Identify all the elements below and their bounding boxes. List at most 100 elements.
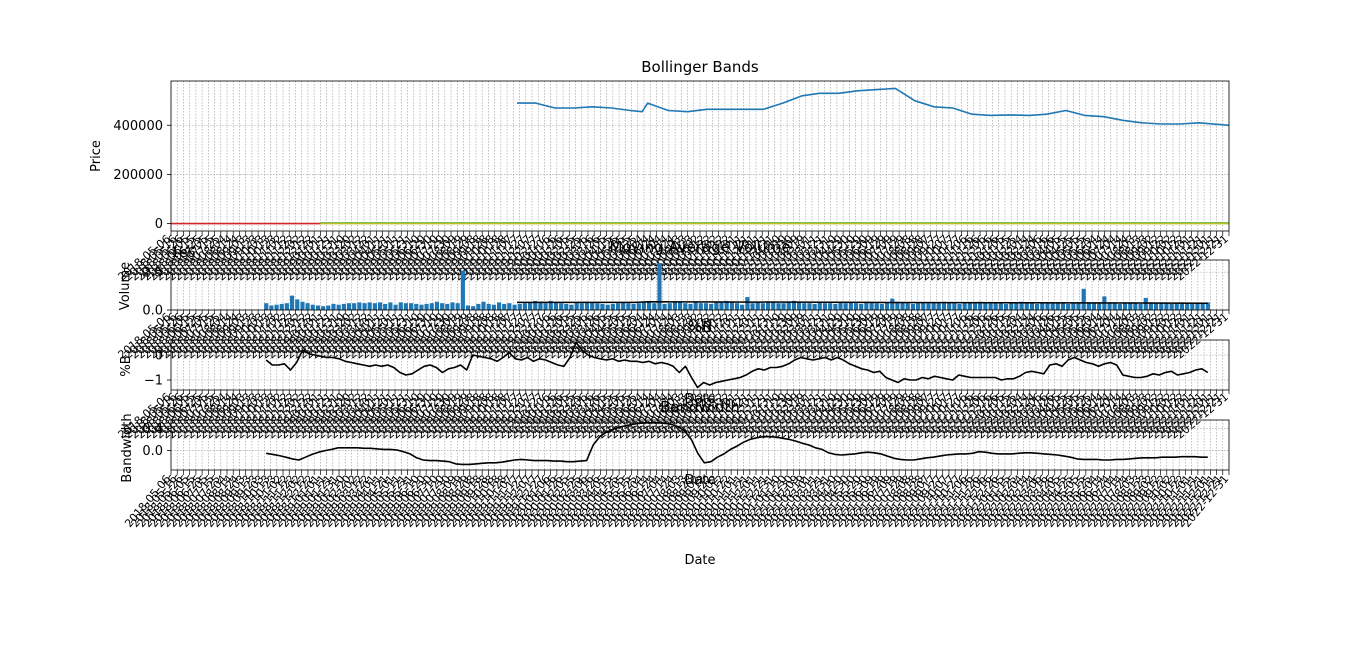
volume-bar [1060,302,1066,310]
volume-bar [703,303,709,310]
volume-bar [502,303,507,310]
volume-bar [388,302,393,310]
y-tick-label: 400000 [113,119,163,134]
volume-bar [1190,303,1195,310]
volume-bar [1133,303,1138,310]
volume-bar [905,303,910,310]
volume-bar [507,303,512,310]
volume-bar [735,303,740,310]
volume-bar [579,303,584,310]
bandwidth-yticks: 0.40.0 [142,422,171,459]
volume-bar [434,301,440,310]
bollinger-marks [171,87,1229,225]
volume-bar [1123,303,1128,310]
y-tick-label: 0 [155,349,163,364]
volume-bar [372,303,377,310]
volume-bar [471,306,476,310]
volume-bar [610,303,615,310]
volume-bar [1045,302,1050,310]
volume-bar [1179,302,1185,310]
volume-bar [315,305,321,310]
volume-bar [440,303,445,310]
figure-xlabel: Date [684,553,715,568]
volume-bar [455,303,460,310]
volume-bar [941,301,947,310]
volume-bar [357,302,362,310]
volume-bar [729,302,734,310]
volume-bar [900,302,905,310]
volume-xticks: 2018-05-062018-05-162018-05-262018-06-05… [116,310,1231,361]
volume-bar [1019,301,1024,310]
volume-bar [1117,303,1122,310]
volume-bar [331,303,336,310]
percent-b-yticks: 0 −1 [144,349,171,389]
volume-bar [626,303,631,310]
volume-bar [584,301,590,310]
volume-bar [1159,302,1164,310]
volume-bar [662,303,667,310]
volume-bar [890,298,895,310]
volume-bar [766,301,771,310]
bollinger-grid [170,81,1230,231]
bollinger-ylabel: Price [89,140,104,172]
volume-bar [931,302,936,310]
volume-bar [528,302,533,310]
volume-bar [1154,303,1159,310]
bollinger-xticks: 2018-05-062018-05-162018-05-262018-06-05… [116,231,1231,283]
volume-bar [564,303,569,310]
volume-bar [450,302,455,310]
volume-bar [807,303,812,310]
volume-bar [864,301,869,310]
volume-bar [843,303,848,310]
bandwidth-title: Bandwidth [660,398,740,416]
volume-bar [533,300,538,310]
volume-bar [910,303,916,310]
volume-bar [621,302,626,310]
volume-bar [517,303,522,310]
volume-bar [1138,303,1143,310]
volume-bar [569,304,574,310]
volume-bar [952,303,957,310]
y-tick-label: −1 [144,374,163,389]
volume-ylabel: Volume [118,262,133,310]
volume-bar [362,303,367,310]
volume-bar [993,302,998,310]
volume-bar [367,302,372,310]
volume-bar [1050,303,1055,310]
volume-bar [543,303,548,310]
volume-bar [926,303,931,310]
bandwidth-grid [170,420,1230,470]
percent-b-ylabel: %B [119,355,134,376]
volume-bar [833,303,838,310]
volume-bar [802,303,807,310]
volume-bar [383,303,388,310]
bollinger-yticks: 0 200000 400000 [113,119,171,232]
volume-bar [786,302,791,310]
volume-bar [698,303,703,310]
volume-bar [1081,288,1086,310]
volume-bar [352,303,357,310]
volume-bar [346,303,352,310]
bandwidth-marks [266,421,1208,466]
volume-bar [854,303,859,310]
bandwidth-xlabel: Date [684,473,715,488]
volume-bar [574,302,579,310]
volume-bar [869,302,874,310]
volume-bar [445,303,450,310]
y-tick-label: 2.5 [142,266,163,281]
volume-bar [693,302,698,310]
volume-bar [672,301,678,310]
volume-bar [460,270,465,310]
volume-bar [1071,303,1076,310]
volume-bar [667,303,672,310]
volume-bar [885,302,890,310]
bollinger-series-line-0 [517,87,1229,127]
volume-bar [269,305,274,310]
volume-bar [641,302,646,310]
volume-bar [983,302,988,310]
volume-bar [1097,303,1102,310]
volume-bar [1086,303,1091,310]
volume-bar [605,304,610,310]
volume-bar [1066,303,1071,310]
bandwidth-xticks: 2018-05-062018-05-162018-05-262018-06-05… [122,470,1231,530]
